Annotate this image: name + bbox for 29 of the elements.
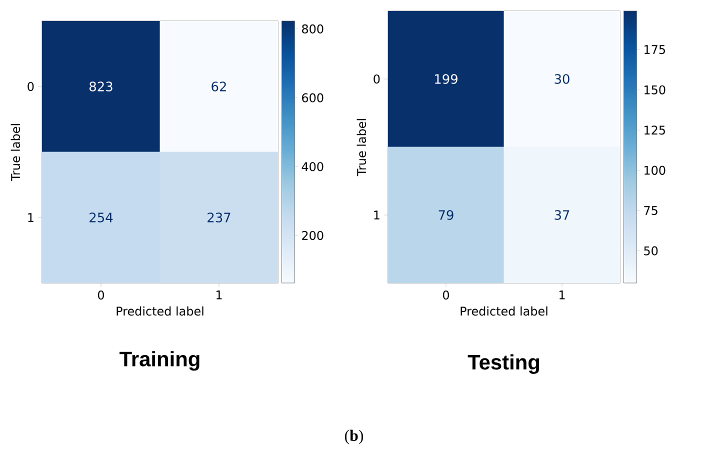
data-label: 30: [554, 74, 570, 84]
color-bar-label: 100: [644, 166, 666, 175]
color-bar-label: 800: [302, 24, 324, 34]
color-bar-label: 400: [302, 162, 324, 172]
x-tick-label: 0: [98, 290, 104, 300]
data-label: 199: [435, 74, 458, 84]
x-axis-title: Predicted label: [460, 306, 548, 316]
color-bar-label: 600: [302, 93, 324, 102]
x-tick-label: 0: [442, 290, 450, 300]
y-axis-title: True label: [10, 124, 20, 182]
text: (b): [344, 430, 364, 444]
text: Testing: [468, 354, 540, 374]
data-label: 79: [438, 210, 454, 220]
color-bar-label: 75: [644, 206, 658, 216]
data-label: 823: [90, 82, 112, 92]
x-axis-title: Predicted label: [116, 306, 204, 316]
data-label: 62: [212, 82, 226, 92]
x-tick-label: 1: [216, 290, 222, 300]
color-bar-label: 150: [644, 85, 666, 94]
color-bar-label: 125: [644, 126, 665, 135]
data-label: 237: [208, 212, 230, 222]
color-bar-label: 200: [302, 230, 324, 240]
data-label: 254: [90, 212, 113, 222]
x-tick-label: 1: [560, 290, 565, 300]
color-bar-label: 175: [644, 45, 665, 54]
color-bar-label: 50: [644, 246, 658, 256]
y-axis-title: True label: [356, 119, 366, 176]
text: Training: [120, 351, 200, 371]
data-label: 37: [554, 210, 570, 220]
